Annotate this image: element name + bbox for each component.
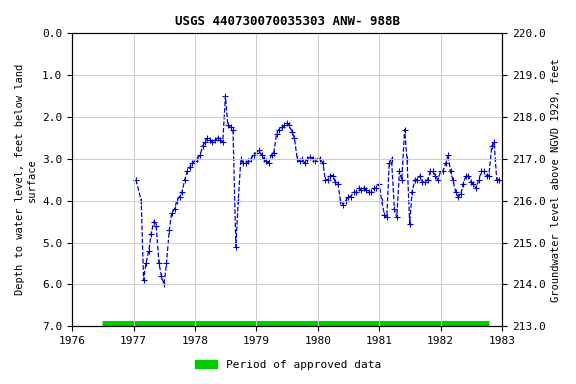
Legend: Period of approved data: Period of approved data <box>191 356 385 375</box>
Y-axis label: Depth to water level, feet below land
surface: Depth to water level, feet below land su… <box>15 64 37 295</box>
Title: USGS 440730070035303 ANW- 988B: USGS 440730070035303 ANW- 988B <box>175 15 400 28</box>
Y-axis label: Groundwater level above NGVD 1929, feet: Groundwater level above NGVD 1929, feet <box>551 58 561 302</box>
